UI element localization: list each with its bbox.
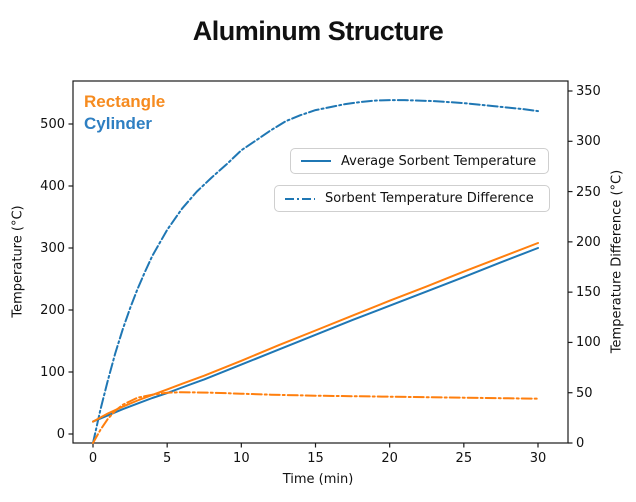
right-y-tick-label-50: 50 xyxy=(576,385,593,401)
legend-average-temperature: Average Sorbent Temperature xyxy=(290,148,549,174)
series-line-rect-diff xyxy=(92,391,539,444)
series-lines xyxy=(92,99,539,444)
series-line-rect-temp xyxy=(92,242,539,423)
right-y-tick-label-300: 300 xyxy=(576,134,601,150)
series-label-cylinder: Cylinder xyxy=(84,114,153,133)
left-y-tick-label-100: 100 xyxy=(40,365,65,380)
axes-spines xyxy=(72,80,569,444)
left-y-tick-label-400: 400 xyxy=(40,179,65,194)
right-y-tick-label-350: 350 xyxy=(576,84,601,99)
series-line-cyl-diff xyxy=(92,99,539,444)
left-y-tick-label-300: 300 xyxy=(40,241,65,256)
left-y-axis-title: Temperature (°C) xyxy=(10,205,26,318)
left-y-tick-label-0: 0 xyxy=(56,427,65,442)
legend-solid-line-icon xyxy=(301,160,331,162)
x-tick-label-5: 5 xyxy=(163,451,172,466)
chart-title: Aluminum Structure xyxy=(192,16,444,46)
x-tick-label-25: 25 xyxy=(455,451,473,466)
right-y-tick-label-250: 250 xyxy=(576,184,601,200)
legend-temperature-difference: Sorbent Temperature Difference xyxy=(274,185,550,212)
x-tick-label-15: 15 xyxy=(307,451,324,466)
left-y-tick-label-200: 200 xyxy=(40,303,65,318)
right-y-tick-label-100: 100 xyxy=(576,335,601,351)
x-tick-label-10: 10 xyxy=(233,451,250,466)
legend-label-average-temperature: Average Sorbent Temperature xyxy=(341,153,537,169)
tick-marks xyxy=(68,90,573,448)
x-tick-label-0: 0 xyxy=(88,451,98,466)
x-tick-label-30: 30 xyxy=(529,451,547,466)
left-y-tick-label-500: 500 xyxy=(40,117,65,132)
legend-dashdot-line-icon xyxy=(285,197,315,200)
series-label-rectangle: Rectangle xyxy=(84,92,166,111)
right-y-axis-title: Temperature Difference (°C) xyxy=(609,169,625,354)
right-y-tick-label-0: 0 xyxy=(576,436,585,451)
right-y-tick-label-150: 150 xyxy=(576,285,601,301)
legend-label-temperature-difference: Sorbent Temperature Difference xyxy=(325,191,534,206)
series-line-cyl-temp xyxy=(92,247,539,423)
x-tick-label-20: 20 xyxy=(381,451,398,466)
right-y-tick-label-200: 200 xyxy=(576,234,601,250)
x-axis-title: Time (min) xyxy=(282,472,354,487)
